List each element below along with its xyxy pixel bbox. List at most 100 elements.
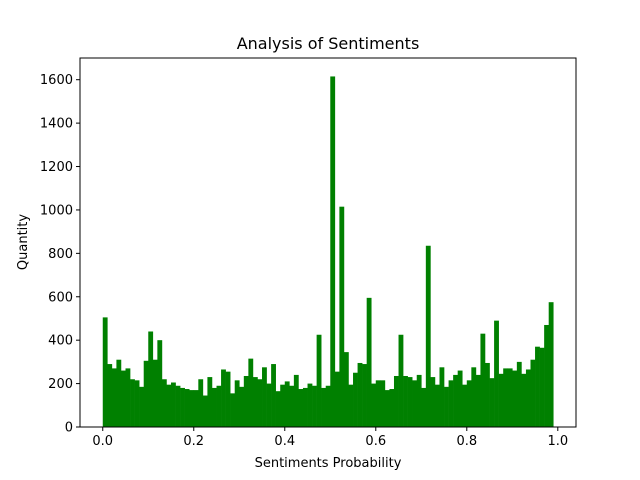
histogram-bar <box>375 380 381 427</box>
histogram-bar <box>243 375 249 427</box>
histogram-bar <box>171 382 176 427</box>
histogram-bar <box>498 373 504 427</box>
histogram-bar <box>298 389 304 427</box>
x-tick-label: 1.0 <box>547 434 568 449</box>
histogram-bar <box>353 372 358 427</box>
histogram-bar <box>198 379 204 427</box>
y-tick-label: 0 <box>65 421 73 436</box>
histogram-bar <box>544 324 549 427</box>
chart-title: Analysis of Sentiments <box>237 34 420 53</box>
histogram-bar <box>425 245 431 427</box>
histogram-bar <box>175 385 181 427</box>
x-tick-label: 0.6 <box>365 434 386 449</box>
histogram-bar <box>125 368 131 427</box>
histogram-bar <box>116 359 122 427</box>
histogram-bar <box>507 368 513 427</box>
histogram-bar <box>384 390 390 427</box>
histogram-bar <box>280 384 286 427</box>
y-tick-label: 200 <box>48 377 73 392</box>
histogram-bar <box>120 370 126 427</box>
x-axis-label: Sentiments Probability <box>255 456 402 471</box>
histogram-bar <box>389 389 395 427</box>
histogram-bar <box>252 377 258 427</box>
histogram-bar <box>316 334 322 427</box>
y-tick-label: 1000 <box>40 203 73 218</box>
histogram-bar <box>343 352 349 427</box>
histogram-bar <box>403 375 408 427</box>
histogram-bar <box>439 367 445 427</box>
histogram-bar <box>512 370 518 427</box>
histogram-bar <box>494 320 499 427</box>
histogram-bar <box>444 386 449 427</box>
histogram-bar <box>202 395 208 427</box>
histogram-bar <box>157 340 163 427</box>
histogram-bar <box>466 380 472 427</box>
histogram-bar <box>239 386 245 427</box>
histogram-bar <box>516 361 522 427</box>
y-tick-label: 1400 <box>40 117 73 132</box>
histogram-bar <box>412 380 418 427</box>
histogram-bar <box>248 358 254 427</box>
histogram-bar <box>130 379 135 427</box>
histogram-bar <box>462 384 468 427</box>
histogram-bar <box>262 367 267 427</box>
histogram-bar <box>271 364 276 427</box>
histogram-bar <box>521 373 527 427</box>
histogram-bar <box>216 385 222 427</box>
histogram-bar <box>475 374 481 427</box>
histogram-bar <box>471 367 477 427</box>
histogram-bar <box>453 374 458 427</box>
histogram-bar <box>457 370 463 427</box>
histogram-bar <box>230 393 236 427</box>
histogram-bar <box>334 371 340 427</box>
histogram-bar <box>503 368 509 427</box>
histogram-bar <box>166 384 172 427</box>
x-tick-label: 0.4 <box>274 434 295 449</box>
histogram-bar <box>293 374 299 427</box>
histogram-bar <box>480 333 486 427</box>
histogram-bar <box>321 387 327 427</box>
histogram-bar <box>257 379 263 427</box>
histogram-bar <box>339 206 345 427</box>
histogram-bar <box>357 362 363 427</box>
axes-frame <box>79 57 577 428</box>
y-tick-label: 1200 <box>40 160 73 175</box>
histogram-bar <box>484 362 490 427</box>
histogram-bar <box>107 364 113 427</box>
histogram-bar <box>161 379 167 427</box>
histogram-bar <box>234 380 240 427</box>
histogram-bar <box>371 383 377 427</box>
histogram-bar <box>535 346 540 427</box>
histogram-bar <box>307 383 313 427</box>
histogram-bar <box>302 387 308 427</box>
histogram-bar <box>448 380 454 427</box>
histogram-bar <box>489 378 495 427</box>
x-axis-ticks: 0.0 0.2 0.4 0.6 0.8 1.0 <box>92 427 568 449</box>
histogram-bar <box>380 380 386 427</box>
histogram-bar <box>180 387 185 427</box>
y-tick-label: 800 <box>48 247 73 262</box>
x-tick-label: 0.0 <box>92 434 113 449</box>
histogram-bar <box>312 385 317 427</box>
x-tick-label: 0.8 <box>456 434 477 449</box>
histogram-bar <box>189 390 195 427</box>
histogram-bar <box>525 369 531 427</box>
histogram-bar <box>434 384 440 427</box>
histogram-bar <box>393 375 399 427</box>
x-tick-label: 0.2 <box>183 434 204 449</box>
histogram-bar <box>143 360 149 427</box>
histogram-bar <box>211 387 217 427</box>
histogram-bar <box>184 389 190 427</box>
histogram-bar <box>152 359 158 427</box>
histogram-bar <box>416 374 422 427</box>
y-tick-label: 1600 <box>40 73 73 88</box>
histogram-bar <box>348 384 354 427</box>
histogram-bar <box>362 364 367 427</box>
histogram-bar <box>330 76 336 427</box>
y-axis-ticks: 0 200 400 600 800 1000 1200 1400 1600 <box>40 73 80 436</box>
histogram-bar <box>148 331 154 427</box>
histogram-bar <box>539 347 545 427</box>
histogram-bar <box>398 334 404 427</box>
histogram-bar <box>193 390 199 427</box>
